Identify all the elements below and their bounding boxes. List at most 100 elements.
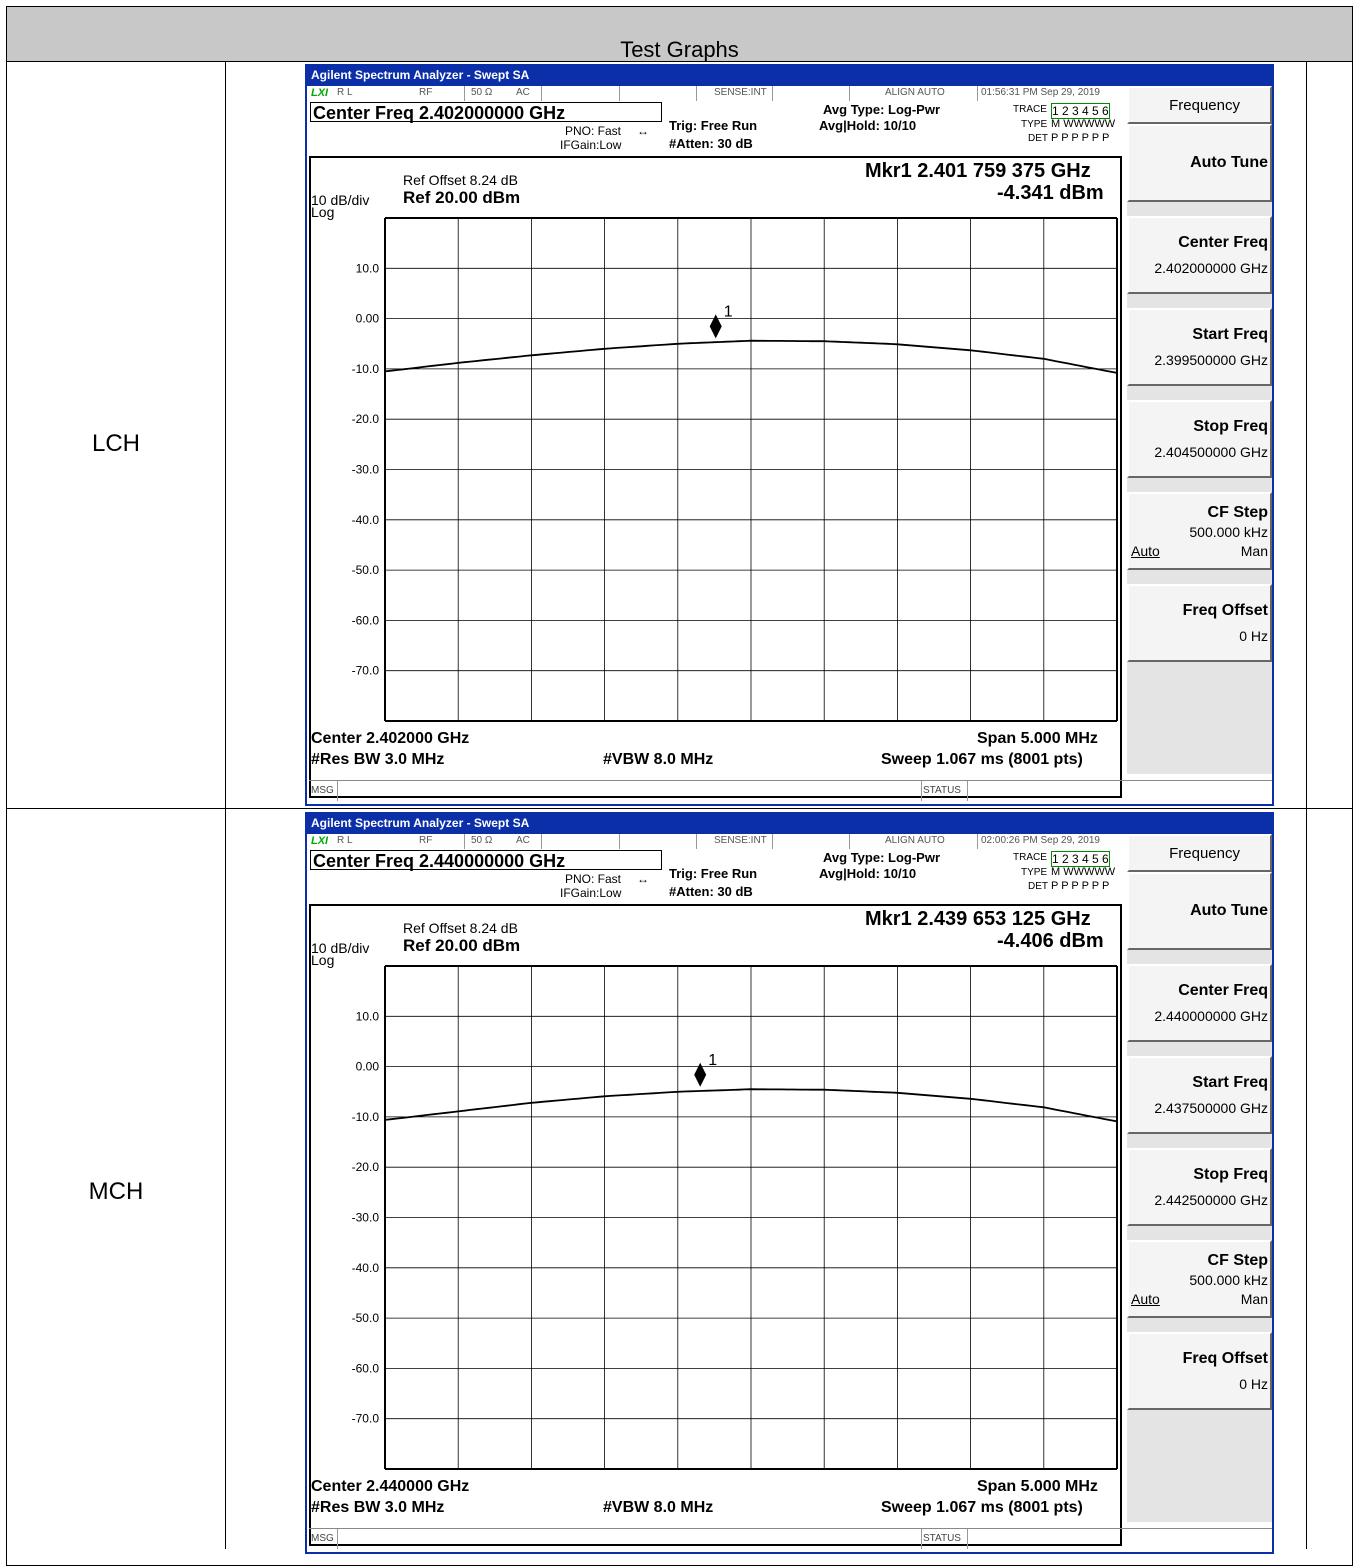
softkey-auto-tune[interactable]: Auto Tune xyxy=(1127,124,1272,202)
trace-label: TRACE xyxy=(1013,852,1047,863)
y-tick-label: -10.0 xyxy=(352,362,380,376)
y-tick-label: -10.0 xyxy=(352,1110,380,1124)
marker-level: -4.406 dBm xyxy=(997,930,1104,952)
softkey-man-option[interactable]: Man xyxy=(1240,543,1268,559)
type-label: TYPE xyxy=(1021,119,1048,130)
impedance: 50 Ω xyxy=(471,835,493,846)
softkey-start-freq[interactable]: Start Freq 2.437500000 GHz xyxy=(1127,1056,1272,1134)
softkey-freq-offset[interactable]: Freq Offset 0 Hz xyxy=(1127,1332,1272,1410)
span: Span 5.000 MHz xyxy=(977,730,1098,747)
y-tick-label: -30.0 xyxy=(352,1211,380,1225)
status-bar: LXI R L RF 50 Ω AC SENSE:INT ALIGN AUTO … xyxy=(309,86,1124,101)
softkey-center-freq[interactable]: Center Freq 2.402000000 GHz xyxy=(1127,216,1272,294)
softkey-label: Stop Freq xyxy=(1193,418,1268,435)
softkey-label: Frequency xyxy=(1169,97,1240,114)
spectrum-plot: 10.0 0.00 -10.0 -20.0 -30.0 -40.0 -50.0 -60.0 -7… xyxy=(352,217,1118,722)
y-tick-label: 0.00 xyxy=(356,1060,380,1074)
softkey-frequency-menu[interactable]: Frequency xyxy=(1127,834,1272,872)
status-label: STATUS xyxy=(923,1533,961,1544)
softkey-freq-offset[interactable]: Freq Offset 0 Hz xyxy=(1127,584,1272,662)
avg-type: Avg Type: Log-Pwr xyxy=(823,102,940,117)
y-tick-label: -40.0 xyxy=(352,513,380,527)
softkey-value: 2.399500000 GHz xyxy=(1154,352,1268,368)
softkey-label: CF Step xyxy=(1207,504,1268,521)
y-tick-label: -20.0 xyxy=(352,1160,380,1174)
softkey-label: Freq Offset xyxy=(1182,602,1268,619)
window-title: Agilent Spectrum Analyzer - Swept SA xyxy=(311,68,530,82)
page-title: Test Graphs xyxy=(620,37,739,62)
attenuation-setting: #Atten: 30 dB xyxy=(669,136,753,151)
det-values: P P P P P P xyxy=(1051,880,1110,892)
softkey-label: Start Freq xyxy=(1192,326,1268,343)
analyzer-screen: LXI R L RF 50 Ω AC SENSE:INT ALIGN AUTO … xyxy=(307,86,1272,804)
softkey-frequency-menu[interactable]: Frequency xyxy=(1127,86,1272,124)
log-scale: Log xyxy=(311,952,335,968)
softkey-value: 2.402000000 GHz xyxy=(1154,260,1268,276)
softkey-value: 0 Hz xyxy=(1239,1376,1268,1392)
trace-label: TRACE xyxy=(1013,104,1047,115)
softkey-auto-option[interactable]: Auto xyxy=(1131,543,1160,559)
sweep-time: Sweep 1.067 ms (8001 pts) xyxy=(881,1499,1083,1516)
align-indicator: ALIGN AUTO xyxy=(885,87,945,98)
lxi-icon: LXI xyxy=(311,835,329,847)
type-values: M WWWWW xyxy=(1051,118,1116,130)
softkey-label: Auto Tune xyxy=(1190,902,1268,919)
trigger-setting: Trig: Free Run xyxy=(669,118,758,133)
msg-label: MSG xyxy=(311,1533,334,1544)
coupling: AC xyxy=(516,87,530,98)
datetime: 01:56:31 PM Sep 29, 2019 xyxy=(981,87,1100,98)
softkey-stop-freq[interactable]: Stop Freq 2.442500000 GHz xyxy=(1127,1148,1272,1226)
softkey-label: CF Step xyxy=(1207,1252,1268,1269)
softkey-value: 2.440000000 GHz xyxy=(1154,1008,1268,1024)
trace-numbers: 1 2 3 4 5 6 xyxy=(1051,103,1110,119)
row-label-lch: LCH xyxy=(91,430,140,457)
center-freq-banner[interactable]: Center Freq 2.440000000 GHz xyxy=(310,850,662,871)
avg-type: Avg Type: Log-Pwr xyxy=(823,850,940,865)
center-freq-banner[interactable]: Center Freq 2.402000000 GHz xyxy=(310,102,662,123)
softkey-label: Auto Tune xyxy=(1190,154,1268,171)
span: Span 5.000 MHz xyxy=(977,1478,1098,1495)
softkey-cf-step[interactable]: CF Step 500.000 kHz Auto Man xyxy=(1127,492,1272,570)
det-values: P P P P P P xyxy=(1051,132,1110,144)
y-tick-label: -60.0 xyxy=(352,613,380,627)
sense-indicator: SENSE:INT xyxy=(714,835,767,846)
type-label: TYPE xyxy=(1021,867,1048,878)
softkey-start-freq[interactable]: Start Freq 2.399500000 GHz xyxy=(1127,308,1272,386)
softkey-stop-freq[interactable]: Stop Freq 2.404500000 GHz xyxy=(1127,400,1272,478)
window-title: Agilent Spectrum Analyzer - Swept SA xyxy=(311,816,530,830)
table-header: Test Graphs xyxy=(6,6,1353,62)
plot-area-frame xyxy=(309,156,1122,798)
y-tick-label: 0.00 xyxy=(356,312,380,326)
softkey-center-freq[interactable]: Center Freq 2.440000000 GHz xyxy=(1127,964,1272,1042)
softkey-label: Center Freq xyxy=(1178,234,1268,251)
marker-level: -4.341 dBm xyxy=(997,182,1104,204)
trace-numbers: 1 2 3 4 5 6 xyxy=(1051,851,1110,867)
y-tick-label: -70.0 xyxy=(352,664,380,678)
softkey-label: Frequency xyxy=(1169,845,1240,862)
softkey-man-option[interactable]: Man xyxy=(1240,1291,1268,1307)
coupling: AC xyxy=(516,835,530,846)
spectrum-analyzer-window-lch: Agilent Spectrum Analyzer - Swept SA LXI… xyxy=(305,64,1274,806)
ifgain-setting: IFGain:Low xyxy=(560,138,622,152)
softkey-cf-step[interactable]: CF Step 500.000 kHz Auto Man xyxy=(1127,1240,1272,1318)
y-tick-label: -40.0 xyxy=(352,1261,380,1275)
message-bar: MSG STATUS xyxy=(309,1528,1272,1549)
arrow-icon: ↔ xyxy=(637,872,649,886)
marker-frequency: Mkr1 2.401 759 375 GHz xyxy=(865,160,1091,182)
marker-diamond-icon[interactable] xyxy=(709,314,722,339)
y-tick-label: -70.0 xyxy=(352,1412,380,1426)
y-tick-label: -60.0 xyxy=(352,1361,380,1375)
softkey-auto-option[interactable]: Auto xyxy=(1131,1291,1160,1307)
marker-diamond-icon[interactable] xyxy=(694,1062,707,1087)
column-divider xyxy=(225,62,226,1549)
ref-level: Ref 20.00 dBm xyxy=(403,936,521,955)
datetime: 02:00:26 PM Sep 29, 2019 xyxy=(981,835,1100,846)
softkey-auto-tune[interactable]: Auto Tune xyxy=(1127,872,1272,950)
ifgain-setting: IFGain:Low xyxy=(560,886,622,900)
log-scale: Log xyxy=(311,204,335,220)
det-label: DET xyxy=(1028,881,1048,892)
softkey-label: Stop Freq xyxy=(1193,1166,1268,1183)
softkey-value: 0 Hz xyxy=(1239,628,1268,644)
attenuation-setting: #Atten: 30 dB xyxy=(669,884,753,899)
pno-setting: PNO: Fast xyxy=(565,124,622,138)
